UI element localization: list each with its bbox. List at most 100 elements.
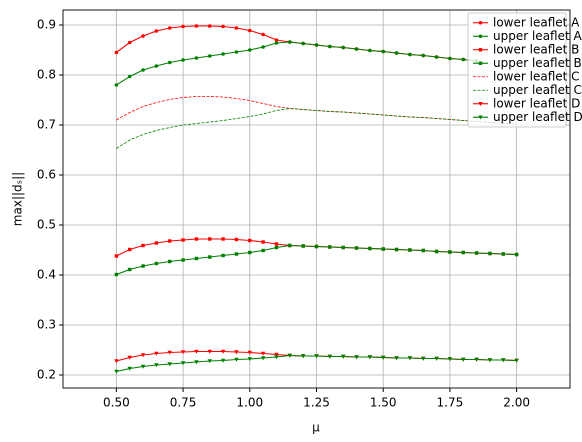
point <box>287 353 293 358</box>
x-axis-label: μ <box>312 421 320 435</box>
y-axis-label: max||dₛ|| <box>11 172 25 226</box>
point <box>181 238 185 242</box>
point <box>181 24 185 29</box>
point <box>434 249 439 254</box>
point <box>154 29 159 33</box>
point <box>247 350 252 355</box>
point <box>381 247 385 251</box>
point <box>461 250 465 255</box>
y-tick-label: 0.6 <box>37 168 56 182</box>
x-tick-label: 1.75 <box>437 396 464 410</box>
point <box>141 243 145 248</box>
point <box>248 250 252 255</box>
point <box>221 52 225 56</box>
point <box>354 246 359 250</box>
point <box>260 351 266 356</box>
point <box>341 45 345 50</box>
point <box>208 237 212 241</box>
point <box>114 50 119 55</box>
point <box>261 248 265 253</box>
point <box>328 245 332 249</box>
point <box>167 350 172 355</box>
point <box>141 68 145 72</box>
legend-marker <box>478 48 483 52</box>
point <box>407 356 413 361</box>
point <box>140 364 146 369</box>
point <box>394 51 399 55</box>
point <box>487 358 493 363</box>
point <box>381 355 386 360</box>
point <box>247 48 252 52</box>
point <box>288 243 292 248</box>
point <box>261 45 265 49</box>
legend-label: upper leaflet D <box>493 110 582 124</box>
point <box>127 74 132 79</box>
point <box>234 237 239 242</box>
x-tick-label: 1.50 <box>370 396 397 410</box>
point <box>461 357 466 362</box>
point <box>127 366 132 371</box>
point <box>300 354 306 359</box>
point <box>207 359 212 364</box>
series-line <box>116 108 517 149</box>
point <box>301 41 305 46</box>
y-tick-label: 0.5 <box>37 218 56 232</box>
point <box>114 369 119 374</box>
point <box>247 357 252 362</box>
point <box>154 241 159 245</box>
legend-label: lower leaflet D <box>493 96 580 110</box>
point <box>421 356 426 361</box>
legend-label: lower leaflet A <box>493 15 580 29</box>
point <box>421 53 426 58</box>
point <box>247 28 252 33</box>
point <box>514 358 519 363</box>
point <box>394 356 399 361</box>
point <box>301 244 305 248</box>
point <box>167 60 172 65</box>
point <box>114 359 119 364</box>
point <box>514 252 519 257</box>
legend-label: upper leaflet B <box>493 56 582 70</box>
point <box>180 350 186 355</box>
point <box>167 362 172 367</box>
x-tick-label: 2.00 <box>503 396 530 410</box>
point <box>448 250 452 254</box>
point <box>261 32 265 37</box>
legend-label: upper leaflet A <box>493 29 582 43</box>
legend-marker <box>478 61 483 65</box>
point <box>154 261 159 266</box>
point <box>354 47 359 51</box>
point <box>221 253 225 258</box>
point <box>327 354 333 359</box>
point <box>447 357 453 362</box>
point <box>488 251 492 256</box>
point <box>128 247 132 252</box>
point <box>274 242 279 246</box>
point <box>180 361 186 366</box>
point <box>421 248 425 253</box>
point <box>154 351 159 356</box>
point <box>314 354 319 359</box>
point <box>474 251 479 255</box>
point <box>274 245 279 250</box>
point <box>408 248 412 252</box>
legend-marker <box>478 101 483 106</box>
point <box>340 354 346 359</box>
point <box>220 349 226 354</box>
point <box>234 50 239 54</box>
point <box>128 267 132 272</box>
legend-label: lower leaflet B <box>493 42 579 56</box>
point <box>501 358 506 363</box>
point <box>141 264 145 268</box>
point <box>381 49 386 54</box>
point <box>207 349 212 354</box>
plot-frame <box>62 9 571 389</box>
point <box>154 363 159 368</box>
point <box>114 83 119 87</box>
x-tick-label: 1.25 <box>303 396 330 410</box>
point <box>194 24 199 28</box>
point <box>368 246 372 251</box>
point <box>168 239 172 243</box>
point <box>127 40 132 45</box>
